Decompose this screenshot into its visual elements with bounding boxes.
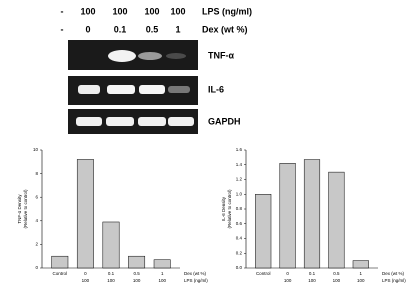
bar xyxy=(153,259,171,269)
x-row-label: LPS (ng/ml) xyxy=(184,278,208,283)
bar xyxy=(51,255,69,269)
lps-dose: 100 xyxy=(80,6,95,16)
bar xyxy=(255,194,272,269)
x-tick-label: 0 xyxy=(286,271,289,276)
lps-label: LPS (ng/ml) xyxy=(202,6,252,16)
x-tick-label: Control xyxy=(256,271,271,276)
bar xyxy=(279,163,296,269)
band-label: TNF-α xyxy=(208,50,234,60)
x-row-label: Dex (wt %) xyxy=(184,271,207,276)
y-tick-label: 1.0 xyxy=(236,191,243,196)
y-tick-label: 0.2 xyxy=(236,250,243,255)
x-tick-label-lps: 100 xyxy=(333,278,341,283)
y-tick-label: 0.6 xyxy=(236,221,243,226)
y-axis-label: (Relative to control) xyxy=(23,189,28,229)
y-tick-label: 0.4 xyxy=(236,236,243,241)
x-tick-label: Control xyxy=(53,271,68,276)
x-tick-label: 0.1 xyxy=(309,271,316,276)
x-tick-label: 0.1 xyxy=(108,271,115,276)
y-tick-label: 0.0 xyxy=(236,265,243,270)
x-tick-label: 0.5 xyxy=(333,271,340,276)
bar xyxy=(352,260,369,269)
y-tick-label: 0 xyxy=(35,265,38,270)
x-tick-label: 0.5 xyxy=(133,271,140,276)
x-tick-label-lps: 100 xyxy=(133,278,141,283)
lps-dose: 100 xyxy=(144,6,159,16)
y-tick-label: 8 xyxy=(35,171,38,176)
gel-band xyxy=(107,85,135,94)
x-tick-label-lps: 100 xyxy=(82,278,90,283)
gel-band xyxy=(168,86,190,93)
bar xyxy=(102,221,120,269)
gel-band xyxy=(138,52,162,60)
x-tick-label-lps: 100 xyxy=(357,278,365,283)
dex-label: Dex (wt %) xyxy=(202,24,248,34)
x-tick-label-lps: 100 xyxy=(284,278,292,283)
gel-panels xyxy=(68,40,198,134)
gel-band xyxy=(138,117,166,126)
band-label: GAPDH xyxy=(208,116,241,126)
y-tick-label: 2 xyxy=(35,242,38,247)
x-tick-label: 1 xyxy=(360,271,363,276)
y-tick-label: 10 xyxy=(33,147,39,152)
x-tick-label: 1 xyxy=(161,271,164,276)
dex-dose: - xyxy=(61,24,64,34)
gel-band xyxy=(78,85,100,94)
dex-dose: 0.1 xyxy=(114,24,127,34)
dex-dose: 0.5 xyxy=(146,24,159,34)
bar xyxy=(76,159,94,269)
x-row-label: Dex (wt %) xyxy=(382,271,405,276)
x-tick-label-lps: 100 xyxy=(308,278,316,283)
y-tick-label: 1.6 xyxy=(236,147,243,152)
gel-band xyxy=(108,50,136,62)
gel-band xyxy=(106,117,134,126)
y-tick-label: 1.2 xyxy=(236,177,243,182)
lps-dose: 100 xyxy=(112,6,127,16)
y-tick-label: 1.4 xyxy=(236,162,243,167)
band-label: IL-6 xyxy=(208,84,224,94)
x-row-label: LPS (ng/ml) xyxy=(382,278,406,283)
lps-dose: - xyxy=(61,6,64,16)
gel-band xyxy=(139,85,165,94)
y-tick-label: 6 xyxy=(35,194,38,199)
dex-dose: 0 xyxy=(85,24,90,34)
bar xyxy=(303,159,321,269)
y-tick-label: 0.8 xyxy=(236,206,243,211)
gel-band xyxy=(76,117,102,126)
x-tick-label: 0 xyxy=(84,271,87,276)
y-axis-label: (Relative to control) xyxy=(227,189,232,229)
y-tick-label: 4 xyxy=(35,218,38,223)
x-tick-label-lps: 100 xyxy=(107,278,115,283)
y-axis-label: IL-6 Density xyxy=(221,196,226,221)
y-axis-label: TNF-α Density xyxy=(17,194,22,224)
bar xyxy=(328,171,345,269)
x-tick-label-lps: 100 xyxy=(158,278,166,283)
gel-band xyxy=(166,53,186,59)
gel-band xyxy=(168,117,194,126)
lps-dose: 100 xyxy=(170,6,185,16)
dex-dose: 1 xyxy=(175,24,180,34)
bar xyxy=(128,255,146,269)
